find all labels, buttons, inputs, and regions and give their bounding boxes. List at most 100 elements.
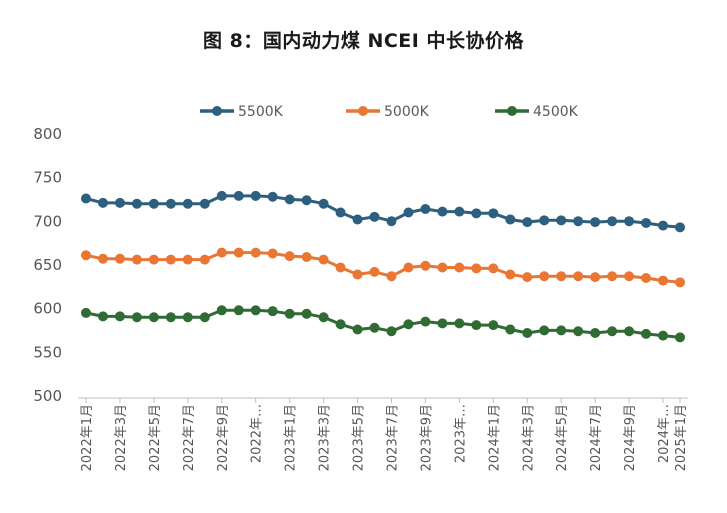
data-point-5000k	[199, 254, 210, 265]
data-point-4500k	[233, 305, 244, 316]
data-point-5000k	[488, 263, 499, 274]
data-point-5500k	[522, 217, 533, 228]
x-tick-label: 2024年7月	[589, 404, 604, 471]
x-axis: 2022年1月 2022年3月 2022年5月 2022年7月 2022年9月 2022年…	[78, 397, 689, 471]
data-point-5000k	[301, 252, 312, 263]
data-point-4500k	[216, 305, 227, 316]
data-point-4500k	[318, 312, 329, 323]
data-point-5500k	[420, 203, 431, 214]
legend: 5500K 5000K 4500K	[200, 104, 579, 120]
x-tick-label: 2024年1月	[487, 404, 502, 471]
data-point-5000k	[420, 260, 431, 271]
y-tick-label: 800	[33, 125, 62, 143]
y-axis: 500 550 600 650 700 750 800	[33, 125, 62, 405]
data-point-5000k	[148, 254, 159, 265]
data-point-5500k	[505, 214, 516, 225]
data-point-5500k	[114, 197, 125, 208]
data-point-5000k	[369, 266, 380, 277]
data-point-5500k	[556, 215, 567, 226]
x-tick-label: 2024年5月	[555, 404, 570, 471]
legend-label: 5000K	[384, 104, 430, 120]
data-point-5000k	[624, 271, 635, 282]
data-point-4500k	[607, 326, 618, 337]
data-point-5000k	[233, 247, 244, 258]
data-point-4500k	[182, 312, 193, 323]
legend-label: 5500K	[238, 104, 284, 120]
data-point-5000k	[81, 250, 91, 261]
data-point-4500k	[675, 332, 685, 343]
data-point-4500k	[97, 311, 108, 322]
data-point-5500k	[250, 190, 261, 201]
legend-marker	[212, 106, 222, 116]
data-point-4500k	[114, 311, 125, 322]
data-point-5000k	[471, 263, 482, 274]
data-point-5500k	[97, 197, 108, 208]
data-point-4500k	[556, 325, 567, 336]
data-point-5500k	[216, 190, 227, 201]
data-point-4500k	[148, 312, 159, 323]
data-point-5500k	[182, 198, 193, 209]
x-tick-label: 2022年…	[250, 404, 265, 463]
x-tick-label: 2022年3月	[114, 404, 129, 471]
data-point-5000k	[352, 269, 363, 280]
data-point-4500k	[658, 330, 669, 341]
data-point-4500k	[437, 318, 448, 329]
plot-area	[81, 190, 685, 343]
data-point-5000k	[114, 253, 125, 264]
data-point-5500k	[165, 198, 176, 209]
data-point-5500k	[352, 214, 363, 225]
y-tick-label: 600	[33, 300, 62, 318]
x-tick-label: 2024年3月	[521, 404, 536, 471]
data-point-5500k	[641, 217, 652, 228]
data-point-5500k	[590, 217, 601, 228]
x-tick-label: 2024年9月	[623, 404, 638, 471]
data-point-4500k	[505, 324, 516, 335]
data-point-5500k	[658, 220, 669, 231]
data-point-5000k	[675, 277, 685, 288]
data-point-5500k	[233, 190, 244, 201]
x-tick-label: 2023年7月	[385, 404, 400, 471]
data-point-4500k	[454, 318, 465, 329]
x-tick-label: 2022年9月	[216, 404, 231, 471]
data-point-4500k	[573, 326, 584, 337]
data-point-5000k	[539, 271, 550, 282]
data-point-4500k	[386, 326, 397, 337]
data-point-5500k	[454, 206, 465, 217]
y-tick-label: 500	[33, 387, 62, 405]
x-tick-label: 2024年…	[657, 404, 672, 463]
y-tick-label: 650	[33, 256, 62, 274]
data-point-5000k	[284, 251, 295, 262]
data-point-5000k	[437, 262, 448, 273]
x-tick-label: 2023年5月	[352, 404, 367, 471]
data-point-4500k	[403, 319, 414, 330]
data-point-4500k	[471, 320, 482, 331]
data-point-5000k	[97, 253, 108, 264]
data-point-4500k	[624, 326, 635, 337]
data-point-5500k	[488, 208, 499, 219]
data-point-5500k	[81, 193, 91, 204]
legend-marker	[358, 106, 368, 116]
data-point-5000k	[131, 254, 142, 265]
data-point-5000k	[505, 269, 516, 280]
y-tick-label: 700	[33, 212, 62, 230]
x-tick-label: 2025年1月	[674, 404, 689, 471]
data-point-5000k	[267, 248, 278, 259]
data-point-5000k	[573, 271, 584, 282]
x-tick-label: 2022年5月	[148, 404, 163, 471]
data-point-5500k	[267, 191, 278, 202]
data-point-4500k	[267, 306, 278, 317]
x-tick-label: 2022年7月	[182, 404, 197, 471]
data-point-4500k	[641, 328, 652, 339]
data-point-4500k	[522, 327, 533, 338]
data-point-4500k	[301, 308, 312, 319]
data-point-5000k	[403, 262, 414, 273]
data-point-5000k	[386, 271, 397, 282]
data-point-5000k	[182, 254, 193, 265]
x-tick-label: 2023年9月	[419, 404, 434, 471]
data-point-5000k	[165, 254, 176, 265]
x-tick-label: 2022年1月	[80, 404, 95, 471]
data-point-5500k	[607, 216, 618, 227]
data-point-5000k	[454, 262, 465, 273]
data-point-5000k	[250, 247, 261, 258]
data-point-5500k	[471, 208, 482, 219]
